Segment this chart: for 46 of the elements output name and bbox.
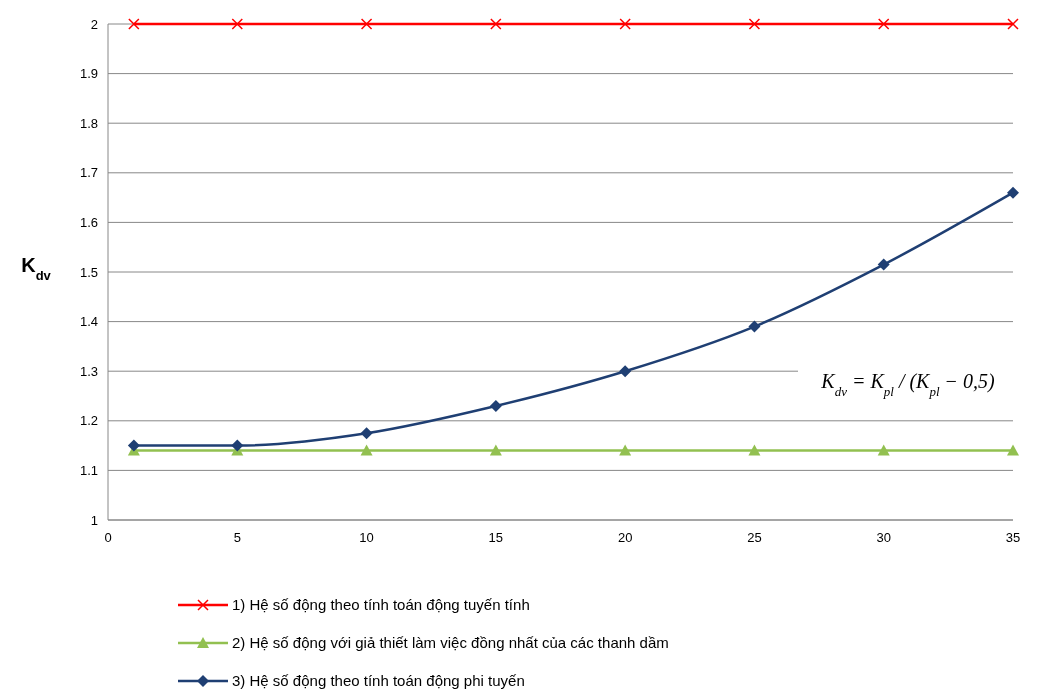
legend-label: 1) Hệ số động theo tính toán động tuyến tính [232, 596, 530, 614]
point [231, 439, 244, 452]
legend-label: 3) Hệ số động theo tính toán động phi tuyến [232, 672, 525, 690]
point [489, 399, 502, 412]
point [489, 444, 502, 456]
y-axis-title: K$_{dv}$ [21, 254, 52, 283]
point [360, 18, 373, 30]
y-tick-label: 2 [90, 16, 98, 32]
y-tick-label: 1.5 [79, 264, 98, 280]
point [128, 18, 140, 30]
point [619, 18, 631, 30]
x-tick-label: 10 [359, 530, 374, 545]
point [360, 444, 373, 456]
annotation: K$_{dv}$ = K$_{pl}$ / (K$_{pl}$ − 0,5) [820, 370, 996, 399]
point [748, 18, 761, 30]
point [877, 18, 890, 30]
x-tick-label: 30 [876, 530, 891, 545]
point [619, 365, 632, 378]
point [231, 18, 244, 30]
point [619, 444, 632, 456]
x-tick-label: 25 [747, 530, 762, 545]
y-tick-label: 1.2 [79, 413, 98, 429]
point [490, 18, 502, 30]
x-tick-label: 0 [104, 530, 112, 545]
y-tick-label: 1.7 [79, 165, 98, 181]
point [748, 444, 761, 456]
point [360, 427, 373, 440]
point [1007, 18, 1019, 30]
y-tick-label: 1.6 [79, 214, 98, 230]
y-tick-label: 1.3 [79, 363, 98, 379]
point [877, 258, 890, 271]
point [1007, 186, 1019, 199]
x-tick-label: 20 [617, 530, 633, 545]
point [877, 444, 890, 456]
point [1007, 444, 1019, 456]
legend-label: 2) Hệ số động với giả thiết làm việc đồng nhất của các thanh dầm [232, 634, 669, 652]
y-tick-label: 1.8 [79, 115, 98, 131]
y-tick-label: 1.1 [79, 462, 98, 478]
point [748, 320, 761, 333]
x-tick-label: 5 [233, 530, 241, 545]
y-tick-label: 1 [90, 512, 98, 528]
y-tick-label: 1.4 [79, 314, 98, 330]
x-tick-label: 35 [1005, 530, 1021, 545]
x-tick-label: 15 [488, 530, 504, 545]
y-tick-label: 1.9 [79, 66, 98, 82]
point [127, 439, 140, 452]
